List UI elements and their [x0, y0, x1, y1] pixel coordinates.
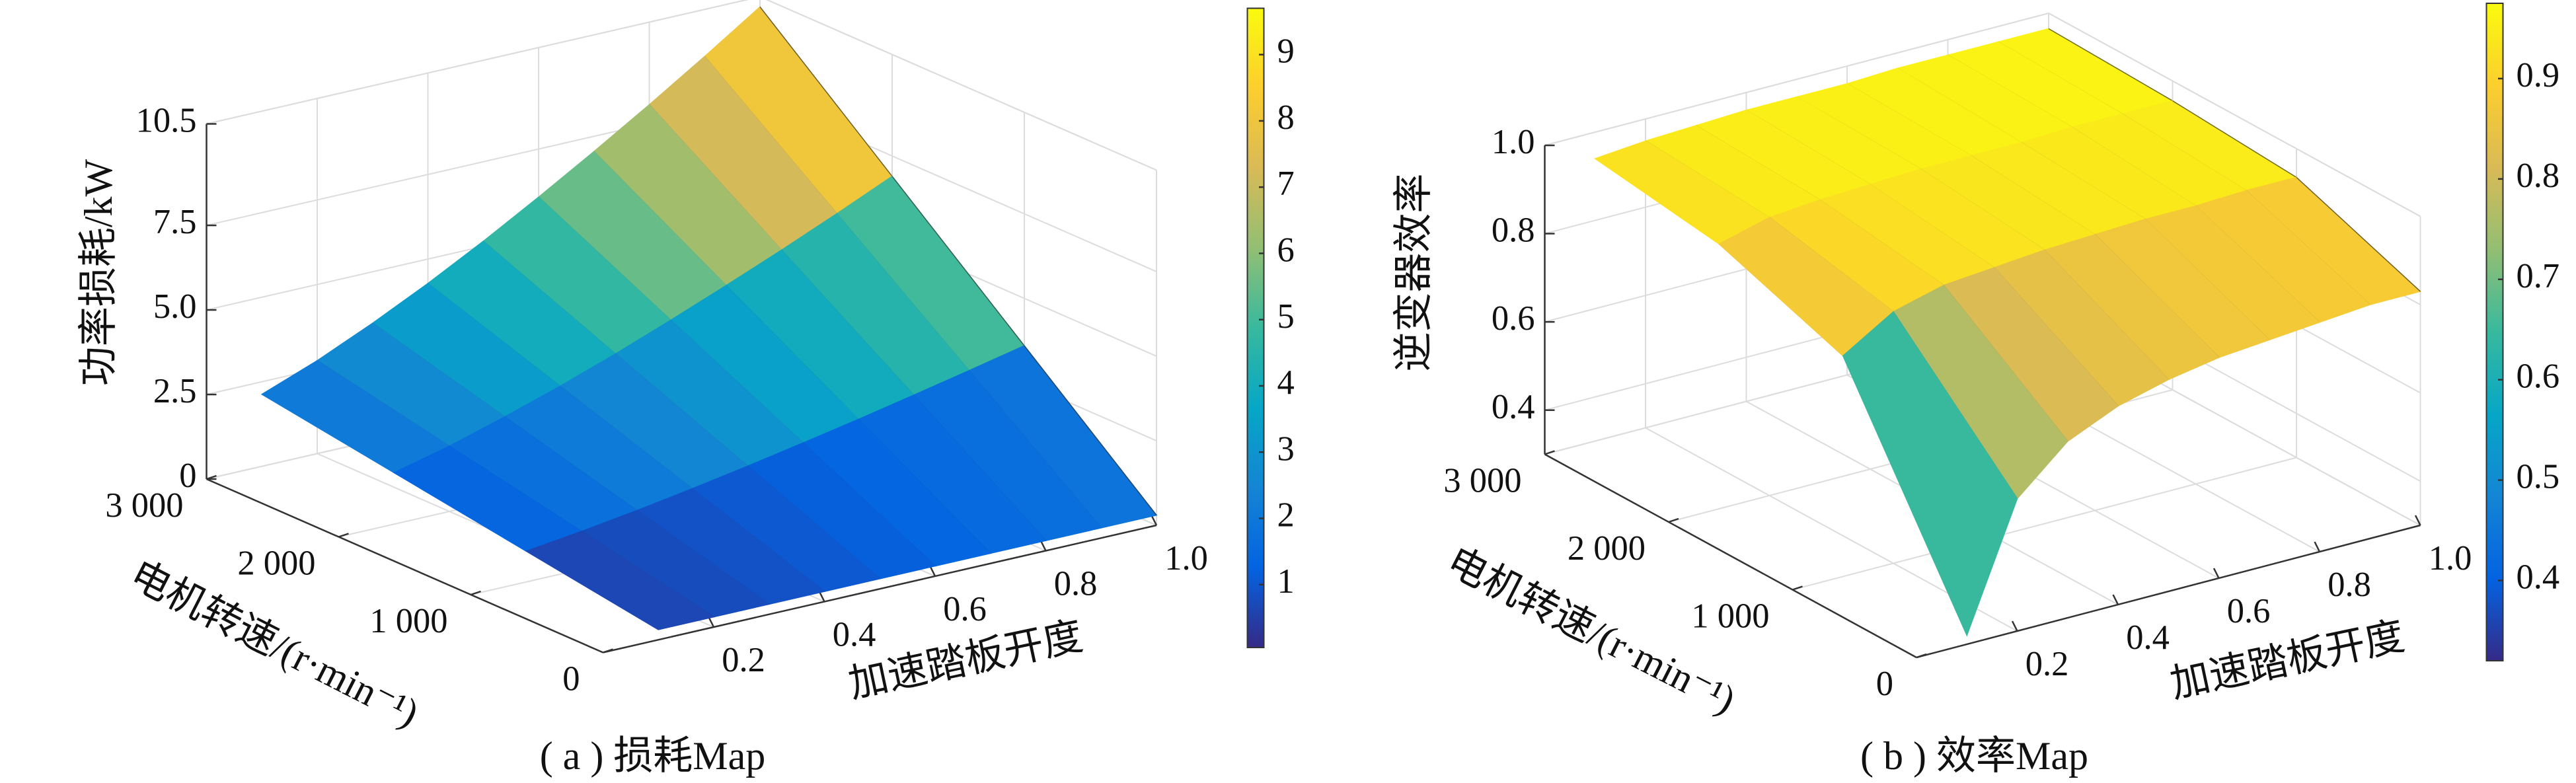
- y-tick-label: 0: [1876, 665, 1893, 703]
- z-tick-label: 7.5: [153, 203, 197, 241]
- colorbar-tick-label: 7: [1277, 165, 1295, 203]
- y-axis: [1544, 453, 1917, 659]
- y-tick: [1916, 653, 1927, 659]
- y-tick-label: 2 000: [1568, 529, 1646, 568]
- x-tick-label: 0.6: [943, 590, 987, 628]
- caption: ( a ) 损耗Map: [540, 734, 766, 778]
- x-tick: [2414, 515, 2421, 526]
- colorbar-tick-label: 5: [1277, 297, 1295, 336]
- x-tick-label: 0.4: [833, 616, 876, 654]
- surface-cell: [1842, 311, 2018, 637]
- colorbar-tick-label: 4: [1277, 363, 1295, 402]
- y-tick: [603, 648, 613, 653]
- mesh-line: [2048, 28, 2173, 102]
- colorbar-tick-label: 3: [1277, 429, 1295, 468]
- y-tick-label: 3 000: [1443, 462, 1521, 500]
- colorbar-tick-label: 0.9: [2517, 56, 2560, 94]
- grid-line: [1792, 457, 2297, 591]
- x-tick-label: 0.2: [2026, 645, 2069, 683]
- y-tick-label: 1 000: [1691, 597, 1769, 636]
- colorbar-tick-label: 9: [1277, 32, 1295, 71]
- surface-chart: 0 2.5 5.0 7.5 10.5 0.2 0.4 0.6 0.8 1.0 0 1 000 2 000…: [77, 0, 1295, 778]
- z-tick-label: 0: [179, 457, 196, 495]
- colorbar-tick-label: 1: [1277, 562, 1295, 601]
- mesh-line: [759, 6, 893, 177]
- y-tick: [1792, 585, 1803, 591]
- y-tick-label: 3 000: [105, 486, 183, 525]
- x-tick: [818, 591, 825, 603]
- z-axis-label: 功率损耗/kW: [77, 159, 120, 386]
- y-tick: [471, 590, 481, 596]
- colorbar-tick-label: 0.6: [2517, 357, 2560, 396]
- z-tick-label: 0.6: [1492, 299, 1535, 338]
- x-tick-label: 0.8: [1054, 565, 1098, 603]
- colorbar-tick-label: 6: [1277, 231, 1295, 270]
- y-axis: [206, 478, 604, 653]
- mesh-line: [2172, 100, 2297, 178]
- y-tick-label: 1 000: [369, 602, 447, 640]
- surface-cell: [525, 531, 715, 630]
- mesh-line: [891, 176, 1025, 346]
- x-axis: [1916, 524, 2421, 659]
- x-tick-label: 0.8: [2328, 566, 2371, 604]
- x-axis: [603, 524, 1157, 653]
- x-tick-label: 1.0: [2429, 539, 2472, 578]
- colorbar: [2485, 3, 2504, 661]
- x-tick-label: 0.2: [722, 641, 765, 679]
- colorbar-tick-label: 0.8: [2517, 157, 2560, 195]
- x-axis-label: 加速踏板开度: [2166, 614, 2408, 706]
- x-tick: [929, 566, 936, 577]
- x-tick-label: 0.4: [2126, 618, 2170, 657]
- y-tick: [206, 474, 217, 480]
- caption: ( b ) 效率Map: [1860, 734, 2088, 778]
- z-axis-label: 逆变器效率: [1392, 174, 1435, 372]
- grid-line: [765, 0, 1157, 171]
- y-tick-label: 2 000: [237, 544, 315, 583]
- grid-line: [206, 0, 749, 125]
- y-tick: [1668, 517, 1679, 523]
- z-tick-label: 2.5: [153, 372, 197, 410]
- colorbar-tick-label: 8: [1277, 98, 1295, 137]
- mesh-line: [2296, 176, 2421, 292]
- mesh-line: [1024, 345, 1157, 516]
- x-tick-label: 1.0: [1164, 539, 1208, 578]
- z-tick-label: 5.0: [153, 287, 197, 326]
- x-tick: [708, 616, 715, 628]
- x-tick-label: 0.6: [2227, 592, 2271, 630]
- x-tick: [1151, 515, 1158, 526]
- y-tick: [338, 533, 349, 538]
- z-tick-label: 1.0: [1492, 123, 1535, 161]
- surface-chart: 0.4 0.6 0.8 1.0 0.2 0.4 0.6 0.8 1.0 0 1 000 2 000 3 …: [1392, 3, 2559, 778]
- x-tick: [2314, 541, 2321, 552]
- colorbar-tick-label: 0.4: [2517, 558, 2560, 597]
- z-tick-label: 0.4: [1492, 388, 1535, 426]
- colorbar-tick-label: 0.7: [2517, 257, 2560, 295]
- z-tick-label: 0.8: [1492, 211, 1535, 250]
- x-tick: [2011, 620, 2018, 632]
- x-tick: [1040, 540, 1047, 552]
- grid-line: [2048, 13, 2421, 217]
- colorbar-tick-label: 2: [1277, 496, 1295, 535]
- grid-line: [1544, 13, 2049, 146]
- x-tick: [2213, 568, 2220, 579]
- colorbar-tick-label: 0.5: [2517, 458, 2560, 496]
- y-tick-label: 0: [562, 660, 580, 698]
- colorbar: [1246, 7, 1265, 648]
- z-tick-label: 10.5: [136, 102, 197, 140]
- x-tick: [2112, 594, 2119, 605]
- y-tick: [1544, 450, 1555, 455]
